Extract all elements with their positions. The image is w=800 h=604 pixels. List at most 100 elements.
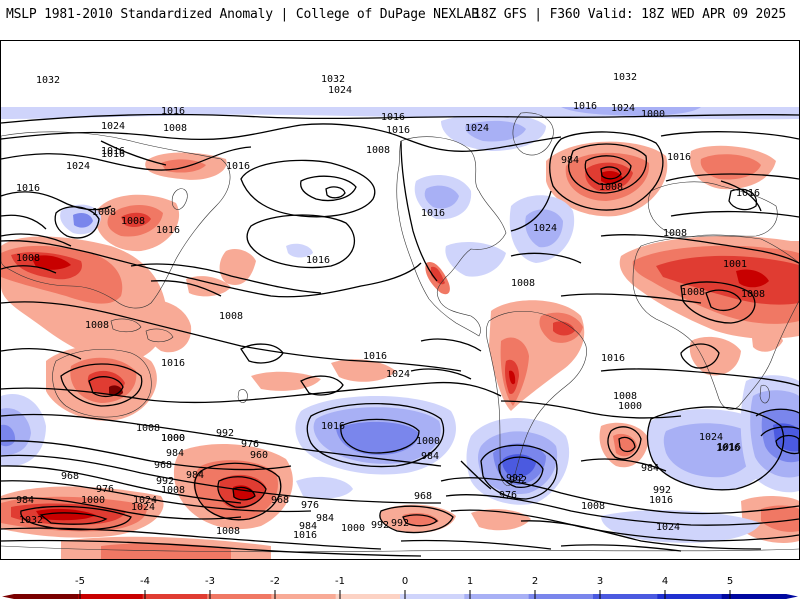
isobar-label: 984: [186, 470, 204, 481]
isobar-label: 976: [499, 490, 517, 501]
isobar-label: 976: [301, 500, 319, 511]
isobar-label: 992: [506, 473, 524, 484]
isobar-label: 1024: [611, 103, 635, 114]
anomaly-area: [31, 255, 71, 270]
isobar-label: 1016: [156, 225, 180, 236]
anomaly-area: [73, 213, 93, 228]
anomaly-area: [296, 476, 353, 499]
isobar-label: 1016: [161, 106, 185, 117]
isobar-label: 1032: [36, 75, 60, 86]
anomaly-area: [601, 171, 623, 184]
anomaly-area: [121, 212, 151, 227]
isobar-label: 1000: [618, 401, 642, 412]
colorbar-tick-label: 0: [401, 576, 409, 587]
anomaly-area: [286, 243, 313, 258]
isobar-label: 1016: [226, 161, 250, 172]
isobar-label: 992: [509, 475, 527, 486]
isobar-label: 1008: [741, 289, 765, 300]
isobar-labels: 1032 1032 1032 1024 1016 1016 1024 1000 …: [16, 72, 765, 541]
negative-anomaly-shading: [1, 141, 799, 559]
anomaly-area: [689, 336, 741, 376]
isobar-label: 1008: [581, 501, 605, 512]
isobar-label: 1016: [101, 149, 125, 160]
isobar-label: 1016: [293, 530, 317, 541]
isobar-label: 968: [271, 495, 289, 506]
isobar-label: 1000: [341, 523, 365, 534]
isobar-label: 984: [641, 463, 659, 474]
anomaly-area: [336, 421, 419, 455]
isobar-contours: [1, 113, 799, 557]
isobar-label: 992: [391, 518, 409, 529]
product-title: MSLP 1981-2010 Standardized Anomaly | Co…: [6, 7, 479, 22]
anomaly-area: [109, 385, 123, 396]
isobar-label: 1024: [699, 432, 723, 443]
colorbar-tick-label: 1: [466, 576, 474, 587]
colorbar-tick-label: -5: [75, 576, 85, 587]
anomaly-area: [656, 255, 799, 305]
isobar-label: 992: [653, 485, 671, 496]
isobar-label: 968: [154, 460, 172, 471]
isobar-label: 1016: [601, 353, 625, 364]
isobar-label: 1016: [573, 101, 597, 112]
isobar-label: 992: [371, 520, 389, 531]
anomaly-area: [139, 299, 192, 353]
colorbar-segment: [528, 594, 594, 599]
isobar-label: 1016: [421, 208, 445, 219]
isobar-label: 976: [96, 484, 114, 495]
isobar-label: 984: [16, 495, 34, 506]
isobar-label: 1008: [163, 123, 187, 134]
isobar-label: 1016: [649, 495, 673, 506]
anomaly-area: [424, 185, 459, 209]
colorbar-segment: [400, 594, 465, 599]
isobar-label: 1016: [363, 351, 387, 362]
anomaly-area: [700, 154, 761, 180]
isobar-label: 984: [561, 155, 579, 166]
isobar-label: 1024: [465, 123, 489, 134]
colorbar-tick-label: 5: [726, 576, 734, 587]
map-panel[interactable]: 1032 1032 1032 1024 1016 1016 1024 1000 …: [0, 40, 800, 560]
isobar-label: 1016: [386, 125, 410, 136]
isobar-label: 968: [61, 471, 79, 482]
isobar-label: 1024: [133, 495, 157, 506]
anomaly-area: [186, 276, 231, 297]
isobar-label: 960: [250, 450, 268, 461]
anomaly-area: [331, 359, 396, 382]
isobar-label: 1024: [533, 223, 557, 234]
isobar-label: 1024: [656, 522, 680, 533]
isobar-label: 1008: [219, 311, 243, 322]
isobar-label: 1008: [92, 207, 116, 218]
isobar-label: 1008: [121, 216, 145, 227]
isobar-label: 1008: [511, 278, 535, 289]
isobar-label: 1008: [599, 182, 623, 193]
isobar-label: 1032: [613, 72, 637, 83]
anomaly-area: [502, 454, 536, 478]
anomaly-area: [601, 510, 761, 543]
isobar-label: 1016: [667, 152, 691, 163]
isobar-label: 1024: [66, 161, 90, 172]
isobar-label: 1032: [19, 515, 43, 526]
colorbar-tick-label: -3: [205, 576, 215, 587]
isobar-label: 1016: [716, 443, 740, 454]
colorbar-segment: [721, 594, 787, 599]
isobar-label: 1000: [161, 433, 185, 444]
colorbar-segment: [271, 594, 337, 599]
anomaly-area: [663, 423, 757, 478]
isobar-label: 1008: [613, 391, 637, 402]
anomaly-area: [251, 371, 321, 391]
isobar-label: 984: [166, 448, 184, 459]
anomaly-area: [773, 423, 799, 452]
isobar-label: 1032: [321, 74, 345, 85]
isobar-label: 1016: [736, 188, 760, 199]
isobar-label: 1000: [161, 433, 185, 444]
isobar-label: 968: [414, 491, 432, 502]
isobar-label: 992: [216, 428, 234, 439]
isobar-label: 1000: [81, 495, 105, 506]
colorbar-segment: [657, 594, 723, 599]
isobar-label: 1008: [161, 485, 185, 496]
colorbar-min-arrow: [2, 594, 14, 599]
colorbar-segment: [142, 594, 208, 599]
isobar-label: 1000: [641, 109, 665, 120]
isobar-label: 1008: [136, 423, 160, 434]
isobar-label: 1008: [366, 145, 390, 156]
colorbar-segment: [335, 594, 401, 599]
